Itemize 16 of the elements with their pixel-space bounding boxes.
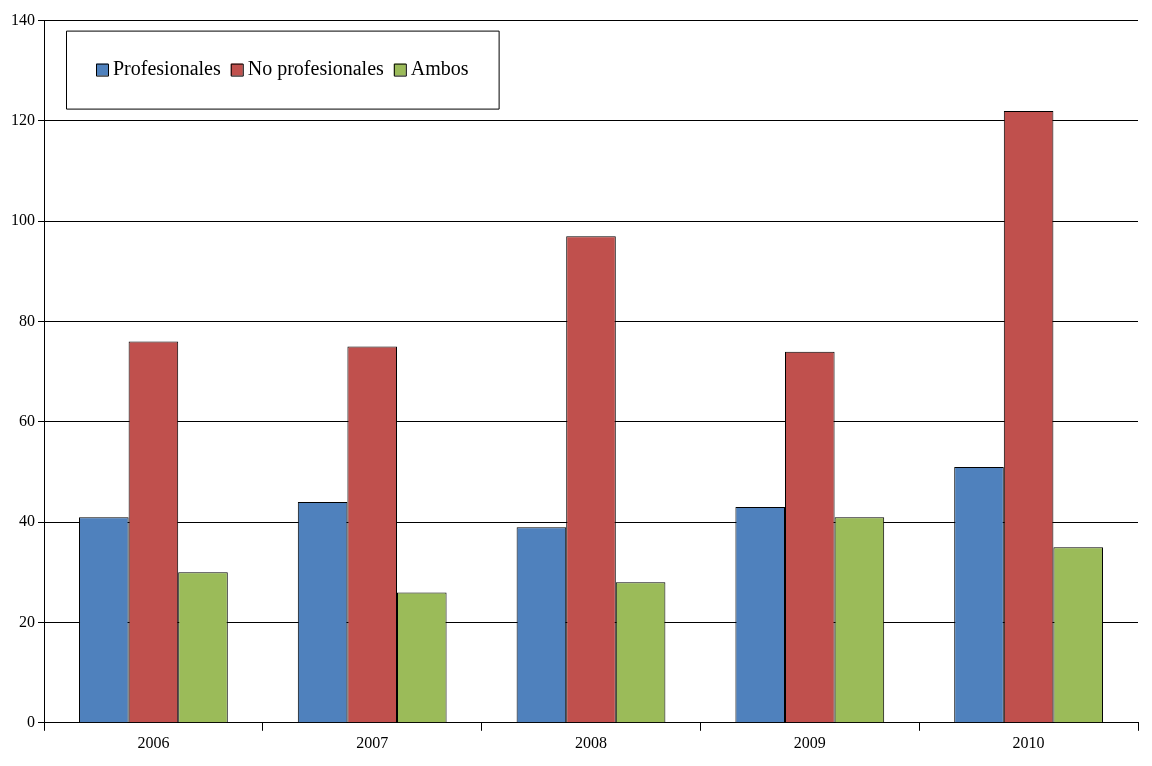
y-tick-label: 100	[11, 211, 35, 229]
legend-label: Profesionales	[113, 56, 221, 79]
x-tick-label: 2010	[1012, 733, 1045, 751]
x-tick-label: 2009	[793, 733, 826, 751]
x-tick-label: 2006	[137, 733, 170, 751]
y-tick-label: 20	[19, 612, 35, 630]
x-tick-label: 2007	[356, 733, 389, 751]
y-tick-label: 140	[11, 10, 35, 28]
y-tick-label: 0	[27, 713, 35, 730]
legend-label: Ambos	[410, 56, 469, 79]
x-tick-label: 2008	[575, 733, 607, 751]
y-tick-label: 60	[19, 412, 35, 430]
y-tick-label: 120	[11, 111, 35, 129]
y-tick-label: 40	[19, 512, 35, 530]
legend-label: No profesionales	[247, 56, 385, 80]
y-tick-label: 80	[19, 311, 35, 329]
